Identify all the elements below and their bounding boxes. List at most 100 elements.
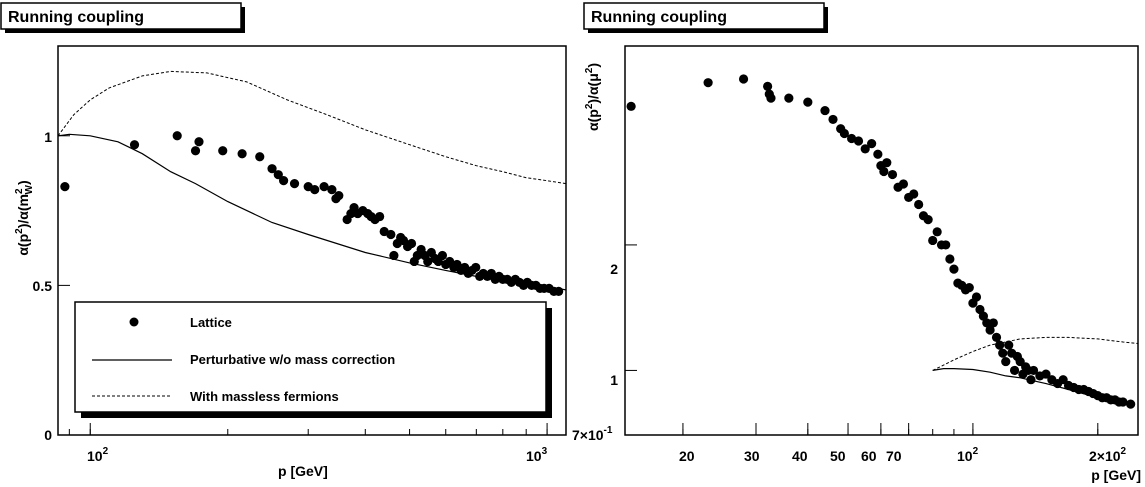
left-y-label-sup: 2 <box>14 188 25 194</box>
right-lattice-point <box>923 215 933 225</box>
right-panel: Running coupling 20 30 40 50 60 70 102 2… <box>572 2 1141 483</box>
right-y-label-part: )/α(μ <box>585 73 601 103</box>
left-lattice-point <box>60 182 70 192</box>
right-x-tick-label-70: 70 <box>886 448 902 464</box>
left-panel: Running coupling 102 103 0 0.5 1 p [GeV]… <box>0 2 567 479</box>
legend-entry-massless: With massless fermions <box>190 389 339 404</box>
right-x-tick-label-30: 30 <box>744 448 760 464</box>
right-lattice-point <box>941 240 951 250</box>
right-axis-ticks <box>625 244 1099 436</box>
right-lattice-point <box>766 93 776 103</box>
right-y-tick-labels: 7×10-1 1 2 <box>572 261 618 443</box>
left-lattice-point <box>279 176 289 186</box>
right-x-tick-exp: 2 <box>1121 446 1127 457</box>
right-massless-fermion-curve <box>932 336 1139 371</box>
right-lattice-point <box>887 169 898 180</box>
left-lattice-point <box>386 229 396 240</box>
right-lattice-point <box>964 282 974 293</box>
left-lattice-point <box>273 170 283 180</box>
right-perturbative-curve <box>932 368 1135 405</box>
right-x-tick-label-40: 40 <box>792 448 808 464</box>
legend: Lattice Perturbative w/o mass correction… <box>74 301 552 418</box>
right-x-axis-label: p [GeV] <box>1091 467 1141 483</box>
right-y-label-sup: 2 <box>584 103 595 109</box>
left-lattice-point <box>190 146 201 156</box>
right-y-tick-label-1: 1 <box>610 372 618 388</box>
right-lattice-point <box>1001 356 1011 367</box>
left-lattice-point <box>289 179 300 189</box>
right-lattice-point <box>932 227 942 237</box>
right-lattice-point <box>803 97 813 107</box>
right-lattice-point <box>991 332 1002 343</box>
left-x-tick-exp: 2 <box>103 446 109 457</box>
left-lattice-point <box>471 262 481 273</box>
right-lattice-point <box>1058 375 1068 385</box>
right-lattice-point <box>703 78 713 88</box>
left-massless-fermion-curve <box>57 70 567 185</box>
left-y-label-part: α(p <box>15 234 31 256</box>
left-plot-frame <box>57 45 567 436</box>
right-lattice-point <box>985 325 995 335</box>
left-y-label-sub: W <box>24 184 35 194</box>
right-lattice-point <box>978 311 989 321</box>
left-x-tick-base: 10 <box>87 448 103 464</box>
left-y-axis-label: α(p2)/α(m2W) <box>14 180 35 255</box>
right-x-tick-label-1e2: 102 <box>957 446 979 464</box>
right-lattice-point <box>820 105 830 116</box>
right-lattice-point <box>738 74 749 84</box>
left-y-tick-labels: 0 0.5 1 <box>33 129 53 443</box>
left-lattice-point <box>375 211 385 222</box>
right-lattice-point <box>998 348 1008 358</box>
left-plot-area <box>57 70 567 296</box>
right-lattice-point <box>1004 340 1014 350</box>
right-y-label-part: ) <box>585 63 601 68</box>
left-y-label-sup: 2 <box>14 228 25 234</box>
left-x-tick-label-1e3: 103 <box>526 446 548 464</box>
right-lattice-point <box>1041 369 1051 379</box>
right-lattice-point <box>982 318 992 328</box>
right-lattice-point <box>898 179 909 189</box>
right-lattice-point <box>879 166 889 177</box>
legend-box <box>74 301 547 413</box>
right-lattice-point <box>784 93 794 103</box>
left-axis-ticks <box>58 135 548 436</box>
left-y-label-part: )/α(m <box>15 194 31 228</box>
right-y-label-sup: 2 <box>584 67 595 73</box>
right-x-tick-labels: 20 30 40 50 60 70 102 2×102 <box>679 446 1127 464</box>
right-plot-frame <box>624 45 1139 436</box>
right-y-axis-label: α(p2)/α(μ2) <box>584 63 601 131</box>
right-lattice-point <box>873 149 883 159</box>
left-perturbative-curve <box>57 133 567 291</box>
legend-entry-lattice: Lattice <box>190 315 232 330</box>
right-lattice-point <box>860 144 870 154</box>
left-title-box <box>0 2 242 30</box>
right-y-tick-base: 7×10 <box>572 427 604 443</box>
right-x-tick-label-20: 20 <box>679 448 695 464</box>
right-lattice-point <box>945 254 955 264</box>
right-y-tick-label-2: 2 <box>610 261 618 277</box>
left-x-tick-labels: 102 103 <box>87 446 548 464</box>
left-lattice-point <box>406 238 417 249</box>
legend-entry-perturbative: Perturbative w/o mass correction <box>190 352 395 367</box>
right-plot-area <box>626 74 1139 409</box>
left-lattice-point <box>319 182 329 192</box>
left-y-tick-label-1: 1 <box>44 129 52 145</box>
left-y-tick-label-0.5: 0.5 <box>33 278 53 294</box>
left-x-axis-label: p [GeV] <box>278 463 328 479</box>
right-lattice-point <box>1028 365 1039 376</box>
right-lattice-point <box>763 81 773 92</box>
right-lattice-point <box>846 133 857 144</box>
left-lattice-point <box>194 137 204 147</box>
left-lattice-point <box>267 164 277 174</box>
left-y-tick-label-0: 0 <box>44 427 52 443</box>
right-lattice-point <box>853 136 864 146</box>
left-lattice-point <box>389 250 399 261</box>
left-x-tick-exp: 3 <box>542 446 548 457</box>
left-x-tick-base: 10 <box>526 448 542 464</box>
left-lattice-point <box>172 131 182 141</box>
right-lattice-point <box>928 235 938 246</box>
left-lattice-point <box>327 185 337 195</box>
left-x-tick-label-1e2: 102 <box>87 446 109 464</box>
left-lattice-point <box>310 185 320 195</box>
